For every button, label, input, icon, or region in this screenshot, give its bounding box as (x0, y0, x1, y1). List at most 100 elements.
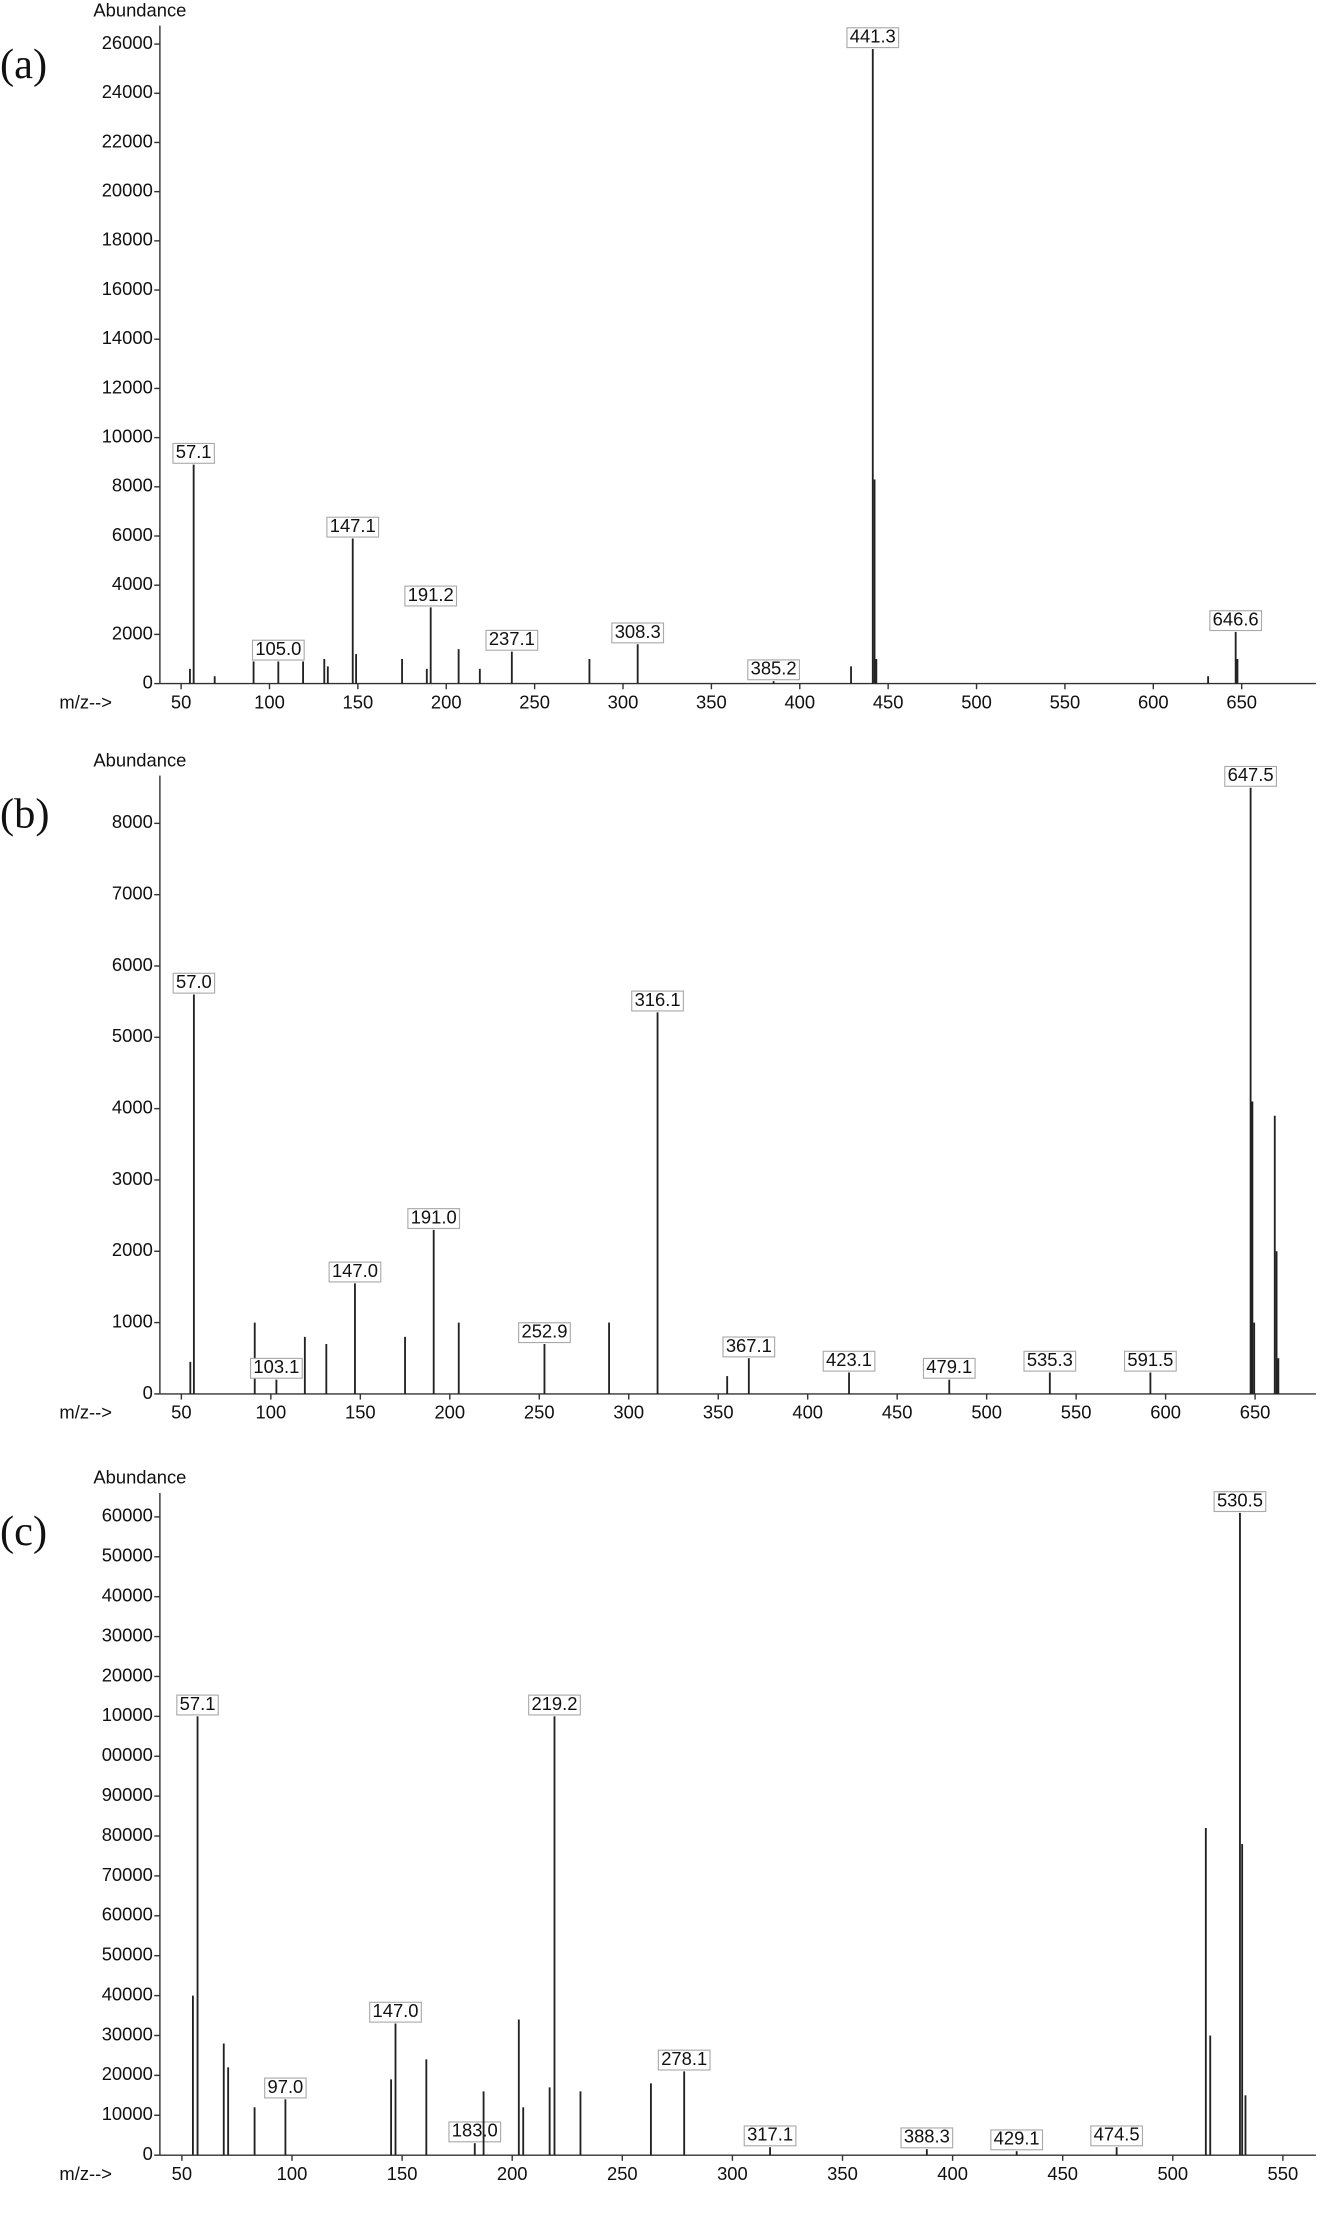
peak-label-box (743, 2125, 797, 2147)
spectrum-panel: (c) Abundance m/z--> 0 10000 20000 30000 40000 5… (0, 1467, 1316, 2184)
y-tick-label: 16000 (102, 278, 153, 299)
y-tick-label: 4000 (112, 1096, 153, 1117)
peak-label: 57.1 (180, 1693, 216, 1714)
x-tick-label: 350 (696, 691, 727, 712)
y-tick-label: 12000 (102, 376, 153, 397)
panel-label: (a) (0, 41, 47, 88)
x-axis-label: m/z--> (59, 691, 112, 712)
y-tick-label: 4000 (112, 573, 153, 594)
x-tick-label: 400 (792, 1402, 823, 1423)
x-tick-label: 200 (434, 1402, 465, 1423)
y-tick-label: 18000 (102, 229, 153, 250)
x-tick-label: 250 (607, 2163, 638, 2184)
peak-label: 191.2 (408, 584, 454, 605)
peak-label: 367.1 (726, 1335, 772, 1356)
peak-label: 57.0 (176, 971, 212, 992)
peak-label: 479.1 (926, 1356, 972, 1377)
y-tick-label: 26000 (102, 32, 153, 53)
x-tick-label: 450 (873, 691, 904, 712)
peak-label-box (528, 1694, 581, 1716)
peak-label-box (448, 2121, 502, 2143)
peak-label: 278.1 (661, 2048, 707, 2069)
y-tick-label: 30000 (102, 1624, 153, 1645)
y-tick-label: 0 (143, 2143, 153, 2164)
y-tick-label: 10000 (102, 425, 153, 446)
peak-label: 183.0 (452, 2120, 498, 2141)
y-axis-label: Abundance (93, 0, 186, 20)
spectrum-panel: (a) Abundance m/z--> 0 2000 4000 6000 8000 10000… (0, 0, 1316, 712)
peak-label: 647.5 (1228, 764, 1274, 785)
x-tick-label: 450 (882, 1402, 913, 1423)
y-tick-label: 20000 (102, 2063, 153, 2084)
peak-label-box (822, 1350, 876, 1372)
peak-label-box (722, 1336, 776, 1358)
peak-label-box (657, 2049, 711, 2071)
peak-label-box (485, 629, 539, 651)
peak-label: 441.3 (850, 26, 896, 47)
peak-label-box (1209, 610, 1263, 632)
peak-label-box (1224, 765, 1277, 787)
x-tick-label: 650 (1240, 1402, 1271, 1423)
peak-label-box (631, 990, 684, 1012)
peak-label: 252.9 (521, 1321, 567, 1342)
x-tick-label: 300 (613, 1402, 644, 1423)
x-tick-label: 450 (1047, 2163, 1078, 2184)
peak-label-box (922, 1357, 976, 1379)
peak-label: 317.1 (747, 2124, 793, 2145)
y-tick-label: 7000 (112, 883, 153, 904)
panel-label: (c) (0, 1508, 47, 1555)
peak-label: 530.5 (1217, 1489, 1263, 1510)
y-tick-label: 10000 (102, 1704, 153, 1725)
x-tick-label: 500 (961, 691, 992, 712)
peak-label: 147.1 (330, 515, 376, 536)
y-tick-label: 50000 (102, 1545, 153, 1566)
x-tick-label: 50 (171, 1402, 191, 1423)
y-tick-label: 10000 (102, 2103, 153, 2124)
y-axis-label: Abundance (93, 1467, 186, 1488)
y-tick-label: 3000 (112, 1168, 153, 1189)
peak-label: 385.2 (751, 658, 797, 679)
y-tick-label: 50000 (102, 1944, 153, 1965)
spectrum-panel: (b) Abundance m/z--> 0 1000 2000 3000 4000 5000 6… (0, 749, 1316, 1423)
peak-label-box (328, 1261, 382, 1283)
peak-label: 535.3 (1027, 1349, 1073, 1370)
panel-label: (b) (0, 791, 49, 838)
peak-label-box (250, 1357, 303, 1379)
y-tick-label: 6000 (112, 954, 153, 975)
peak-label-box (172, 972, 216, 994)
peak-label-box (172, 442, 215, 464)
peak-label: 105.0 (255, 638, 301, 659)
y-tick-label: 40000 (102, 1983, 153, 2004)
peak-label: 147.0 (373, 2000, 419, 2021)
x-axis-label: m/z--> (59, 1402, 112, 1423)
x-tick-label: 350 (703, 1402, 734, 1423)
x-tick-label: 600 (1150, 1402, 1181, 1423)
y-tick-label: 2000 (112, 1239, 153, 1260)
x-tick-label: 350 (827, 2163, 858, 2184)
x-tick-label: 400 (784, 691, 815, 712)
y-tick-label: 0 (143, 671, 153, 692)
peak-label-box (990, 2129, 1044, 2151)
y-tick-label: 40000 (102, 1585, 153, 1606)
x-tick-label: 250 (524, 1402, 555, 1423)
x-tick-label: 500 (971, 1402, 1002, 1423)
x-tick-label: 550 (1268, 2163, 1299, 2184)
peak-label-box (1213, 1491, 1267, 1513)
y-tick-label: 24000 (102, 81, 153, 102)
peak-label: 97.0 (268, 2076, 304, 2097)
peak-label: 147.0 (332, 1260, 378, 1281)
y-tick-label: 80000 (102, 1824, 153, 1845)
x-tick-label: 550 (1061, 1402, 1092, 1423)
y-tick-label: 30000 (102, 2023, 153, 2044)
peak-label: 308.3 (615, 621, 661, 642)
peak-label-box (900, 2127, 954, 2149)
peak-label-box (1023, 1350, 1077, 1372)
x-tick-label: 300 (717, 2163, 748, 2184)
x-tick-label: 150 (345, 1402, 376, 1423)
peak-label-box (518, 1322, 571, 1344)
y-axis-label: Abundance (93, 749, 186, 770)
y-tick-label: 1000 (112, 1310, 153, 1331)
x-tick-label: 100 (277, 2163, 308, 2184)
